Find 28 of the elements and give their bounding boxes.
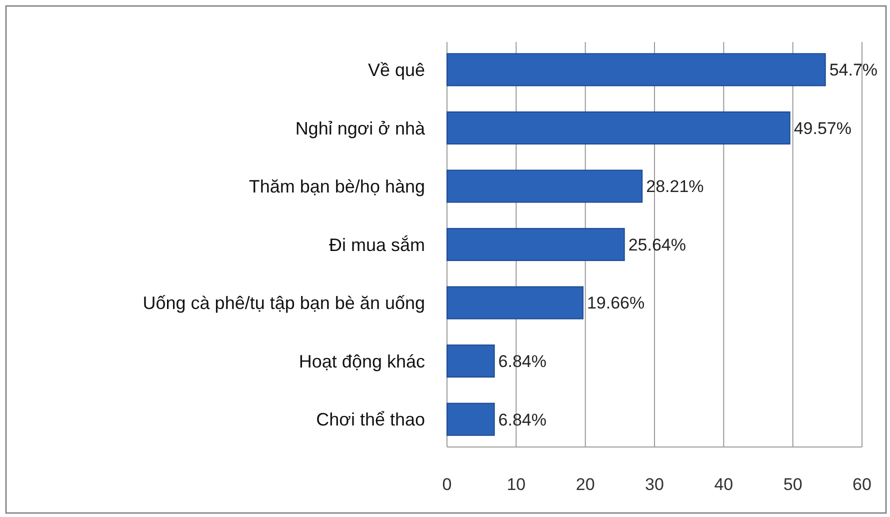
data-label: 49.57% (794, 118, 852, 138)
bar (446, 53, 826, 86)
x-tick-label: 50 (783, 475, 802, 494)
data-label: 19.66% (586, 294, 645, 313)
y-tick-label: Thăm bạn bè/họ hàng (248, 176, 425, 197)
data-label: 25.64% (628, 235, 686, 254)
bar (446, 228, 625, 262)
data-label: 54.7% (829, 60, 878, 80)
x-tick-label: 40 (714, 475, 734, 494)
x-tick-label: 20 (576, 475, 595, 494)
y-tick-label: Về quê (368, 60, 425, 80)
y-tick-label: Nghỉ ngơi ở nhà (295, 118, 426, 138)
y-tick-label: Chơi thể thao (316, 410, 425, 430)
data-label: 6.84% (498, 352, 547, 371)
data-label: 28.21% (646, 177, 704, 196)
y-tick-label: Hoạt động khác (298, 351, 425, 372)
y-tick-label: Đi mua sắm (328, 234, 425, 255)
y-tick-label: Uống cà phê/tụ tập bạn bè ăn uống (142, 293, 425, 314)
bar (446, 402, 495, 436)
bar (446, 170, 643, 203)
bar (446, 111, 790, 144)
bar (446, 344, 495, 378)
x-tick-label: 10 (506, 475, 526, 494)
x-tick-label: 0 (442, 475, 452, 494)
x-tick-label: 60 (852, 475, 872, 494)
data-label: 6.84% (498, 410, 547, 430)
bar (446, 286, 584, 320)
x-tick-label: 30 (645, 475, 664, 494)
